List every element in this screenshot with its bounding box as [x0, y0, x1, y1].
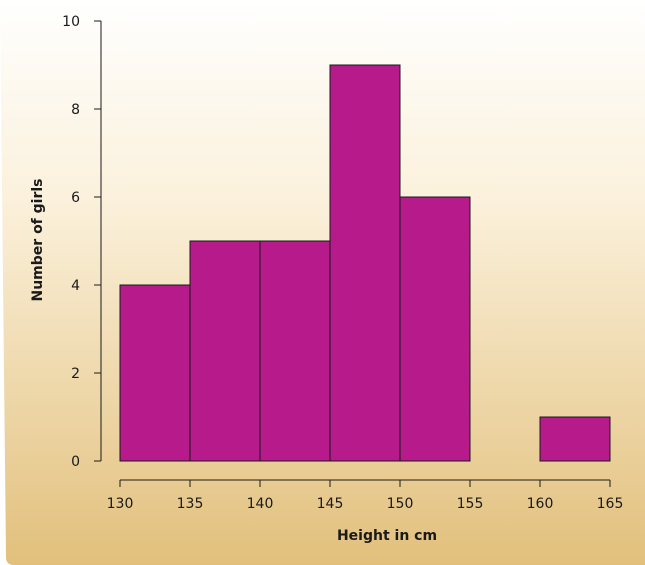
- y-tick-label: 8: [71, 102, 80, 118]
- x-tick-label: 160: [527, 496, 554, 512]
- y-tick-label: 4: [71, 278, 80, 294]
- x-tick-label: 150: [387, 496, 414, 512]
- y-axis-ticks: 0 2 4 6 8 10: [62, 14, 101, 470]
- x-tick-label: 130: [107, 496, 134, 512]
- x-axis-title: Height in cm: [337, 528, 437, 544]
- x-tick-label: 145: [317, 496, 344, 512]
- x-tick-label: 140: [247, 496, 274, 512]
- x-tick-label: 135: [177, 496, 204, 512]
- x-axis-ticks: 130 135 140 145 150 155 160 165: [107, 480, 624, 512]
- histogram-bar-145-150: [329, 64, 401, 462]
- y-tick-label: 0: [71, 454, 80, 470]
- histogram-bar-150-155: [399, 196, 471, 462]
- y-tick-label: 6: [71, 190, 80, 206]
- bars-layer: [119, 64, 611, 462]
- x-tick-label: 155: [457, 496, 484, 512]
- histogram-bar-160-165: [539, 416, 611, 462]
- histogram-bar-135-140: [189, 240, 261, 462]
- x-tick-label: 165: [597, 496, 624, 512]
- y-axis-title: Number of girls: [30, 178, 46, 301]
- y-tick-label: 10: [62, 14, 80, 30]
- y-tick-label: 2: [71, 366, 80, 382]
- histogram-bar-130-135: [119, 284, 191, 462]
- histogram-bar-140-145: [259, 240, 331, 462]
